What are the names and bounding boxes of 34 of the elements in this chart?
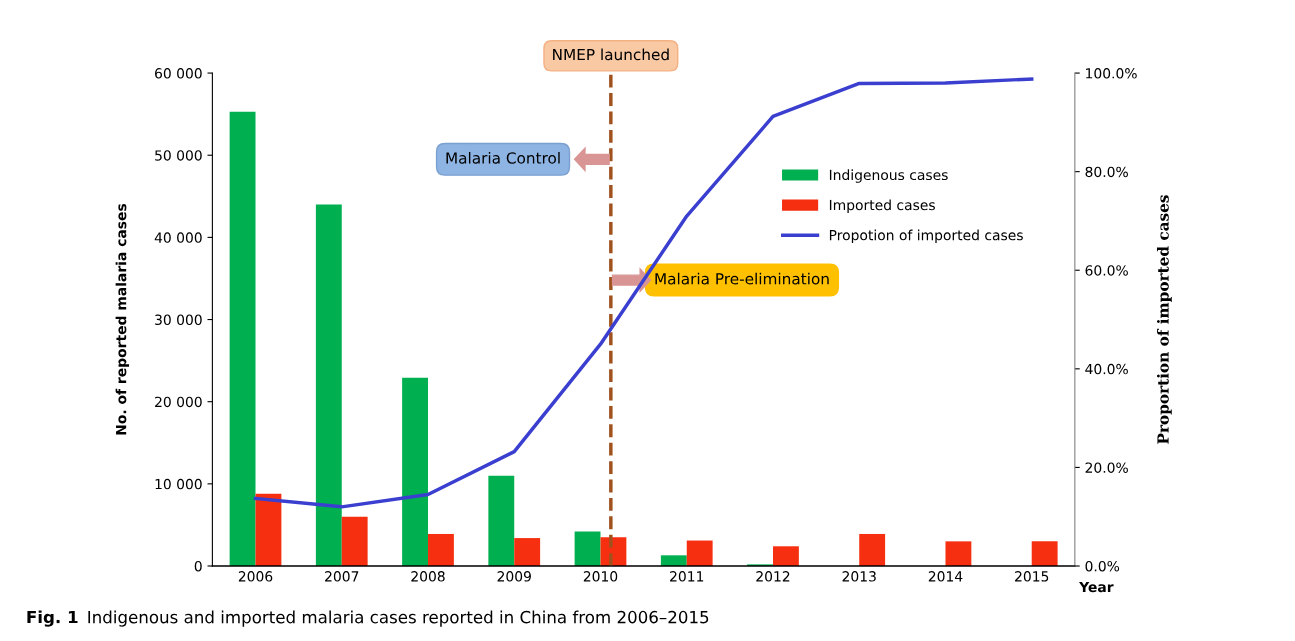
caption: Fig. 1 bbox=[27, 610, 78, 627]
y2-tick-label: 20.0% bbox=[1085, 462, 1128, 473]
y-tick-label: 30 000 bbox=[155, 314, 202, 326]
annotation: Malaria Pre-elimination bbox=[655, 272, 829, 285]
text: Indigenous and imported malaria cases reported in China from 2006–2015 bbox=[88, 610, 709, 627]
x-axis-title: Year bbox=[1079, 581, 1114, 593]
x-tick-label: 2015 bbox=[1015, 571, 1049, 582]
legend-label: Imported cases bbox=[829, 199, 935, 213]
y-tick-label: 10 000 bbox=[155, 478, 202, 490]
x-tick-label: 2007 bbox=[325, 571, 359, 582]
y2-tick-label: 80.0% bbox=[1085, 166, 1128, 178]
y2-axis-title: Proportion of imported cases bbox=[1156, 195, 1172, 444]
y2-tick-label: 0.0% bbox=[1085, 560, 1120, 572]
y-tick-label: 0 bbox=[194, 560, 202, 572]
y2-tick-label: 40.0% bbox=[1085, 363, 1128, 375]
y-tick-label: 60 000 bbox=[155, 68, 202, 79]
ref-line-label: NMEP launched bbox=[553, 48, 669, 61]
y-axis-title: No. of reported malaria cases bbox=[115, 203, 130, 435]
y2-tick-label: 60.0% bbox=[1085, 265, 1128, 276]
x-tick-label: 2008 bbox=[411, 571, 445, 582]
x-tick-label: 2012 bbox=[756, 571, 790, 582]
x-tick-label: 2011 bbox=[670, 571, 704, 582]
legend-label: Propotion of imported cases bbox=[829, 229, 1023, 244]
x-tick-label: 2010 bbox=[583, 571, 618, 582]
y-tick-label: 20 000 bbox=[155, 396, 202, 408]
x-tick-label: 2014 bbox=[928, 571, 963, 582]
annotation: Malaria Control bbox=[446, 151, 560, 164]
y2-tick-label: 100.0% bbox=[1086, 68, 1137, 79]
legend-label: Indigenous cases bbox=[829, 169, 948, 183]
x-tick-label: 2013 bbox=[842, 571, 876, 582]
y-tick-label: 50 000 bbox=[155, 150, 202, 161]
x-tick-label: 2009 bbox=[497, 571, 531, 582]
x-tick-label: 2006 bbox=[238, 571, 273, 582]
y-tick-label: 40 000 bbox=[154, 232, 202, 243]
